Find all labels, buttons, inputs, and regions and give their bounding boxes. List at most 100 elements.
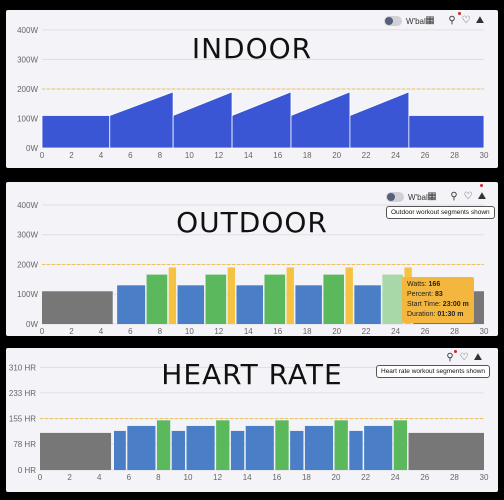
x-tick-label: 20: [332, 327, 341, 336]
outdoor-chart-panel: 0W 100W 200W 300W 400W 0 2 4 6 8 10 12 14 16 18 20 22 24 2…: [6, 182, 498, 336]
calculator-icon[interactable]: ▦: [425, 15, 435, 26]
cyclist-icon[interactable]: ⚲: [450, 191, 458, 202]
cyclist-icon[interactable]: ⚲: [448, 15, 456, 26]
wbal-label: W'bal: [408, 192, 428, 202]
segment-bar: [168, 267, 177, 324]
x-tick-label: 16: [273, 327, 282, 336]
x-tick-label: 28: [450, 327, 459, 336]
y-tick-label: 0 HR: [18, 466, 36, 475]
x-tick-label: 26: [421, 151, 430, 160]
toggle-icon[interactable]: [386, 192, 404, 202]
x-tick-label: 8: [158, 327, 163, 336]
x-tick-label: 12: [213, 473, 222, 482]
x-tick-label: 14: [244, 327, 253, 336]
power-segment: [231, 91, 292, 149]
y-tick-label: 100W: [17, 114, 38, 123]
calculator-icon[interactable]: ▦: [427, 191, 437, 202]
y-tick-label: 400W: [17, 26, 38, 35]
x-tick-label: 6: [127, 473, 132, 482]
x-tick-label: 8: [156, 473, 161, 482]
power-segment: [41, 115, 111, 149]
segment-bar: [245, 425, 274, 470]
x-tick-label: 6: [128, 151, 133, 160]
y-tick-label: 233 HR: [9, 389, 36, 398]
heart-rate-icon[interactable]: ♡: [463, 191, 473, 202]
outdoor-ride-icon[interactable]: ⛰: [477, 191, 487, 202]
toggle-icon[interactable]: [384, 16, 402, 26]
segment-bar: [156, 420, 171, 470]
y-tick-label: 300W: [17, 55, 38, 64]
segment-bar: [40, 432, 112, 470]
x-tick-label: 6: [128, 327, 133, 336]
segment-bar: [171, 430, 186, 470]
segment-bar: [393, 420, 408, 470]
x-tick-label: 20: [332, 473, 341, 482]
x-tick-label: 20: [332, 151, 341, 160]
segment-bar: [364, 425, 393, 470]
notification-dot: [480, 184, 483, 187]
y-tick-label: 155 HR: [9, 415, 36, 424]
x-tick-label: 30: [480, 151, 489, 160]
segment-bar: [408, 432, 484, 470]
segment-bar: [349, 430, 363, 470]
x-tick-label: 2: [67, 473, 72, 482]
cyclist-icon[interactable]: ⚲: [446, 352, 454, 363]
x-tick-label: 4: [97, 473, 102, 482]
heart-rate-icon[interactable]: ♡: [461, 15, 471, 26]
wbal-toggle[interactable]: W'bal: [384, 16, 426, 26]
x-tick-label: 4: [99, 151, 104, 160]
segment-bar: [290, 430, 304, 470]
heart-rate-chart-panel: 0 HR 78 HR 155 HR 233 HR 310 HR 0 2 4 6 8 10 12 14 16…: [6, 348, 498, 492]
segment-bar: [146, 274, 168, 324]
x-tick-label: 16: [272, 473, 281, 482]
popup-percent: 83: [435, 291, 443, 298]
x-tick-label: 26: [420, 473, 429, 482]
indoor-chart-panel: 0W 100W 200W 300W 400W 0 2 4 6 8 10 12 14 16 18 20 22 24 2…: [6, 10, 498, 168]
segment-bar: [127, 425, 156, 470]
outdoor-ride-icon[interactable]: ⛰: [473, 352, 483, 363]
power-segment: [109, 91, 174, 149]
x-tick-label: 24: [391, 327, 400, 336]
x-tick-label: 30: [480, 473, 489, 482]
popup-watts-label: Watts:: [407, 281, 427, 288]
x-tick-label: 16: [273, 151, 282, 160]
notification-dot: [454, 350, 457, 353]
x-tick-label: 10: [185, 327, 194, 336]
x-tick-label: 22: [361, 473, 370, 482]
y-tick-label: 310 HR: [9, 363, 36, 372]
x-tick-label: 18: [303, 327, 312, 336]
x-tick-label: 30: [480, 327, 489, 336]
x-tick-label: 2: [69, 327, 74, 336]
x-tick-label: 18: [302, 473, 311, 482]
power-segment: [172, 91, 233, 149]
x-tick-label: 12: [214, 151, 223, 160]
x-tick-label: 18: [303, 151, 312, 160]
x-tick-label: 24: [391, 151, 400, 160]
x-tick-label: 10: [184, 473, 193, 482]
x-tick-label: 0: [38, 473, 43, 482]
outdoor-ride-icon[interactable]: ⛰: [475, 15, 485, 26]
x-tick-label: 28: [450, 151, 459, 160]
segment-bar: [227, 267, 236, 324]
segment-bar: [275, 420, 289, 470]
segment-bar: [230, 430, 245, 470]
y-tick-label: 0W: [26, 144, 38, 153]
x-tick-label: 4: [99, 327, 104, 336]
heart-rate-icon[interactable]: ♡: [459, 352, 469, 363]
y-tick-label: 78 HR: [13, 440, 36, 449]
popup-watts: 166: [428, 281, 441, 288]
popup-percent-label: Percent:: [407, 291, 434, 298]
wbal-label: W'bal: [406, 16, 426, 26]
segment-bar: [354, 285, 381, 324]
x-tick-label: 14: [244, 151, 253, 160]
x-tick-label: 14: [243, 473, 252, 482]
y-tick-label: 400W: [17, 201, 38, 210]
segment-bar: [216, 420, 230, 470]
segment-bar: [186, 425, 215, 470]
popup-start: 23:00 m: [442, 301, 469, 308]
y-tick-label: 100W: [17, 290, 38, 299]
segment-bar: [286, 267, 294, 324]
wbal-toggle[interactable]: W'bal: [386, 192, 428, 202]
segment-bar: [264, 274, 286, 324]
